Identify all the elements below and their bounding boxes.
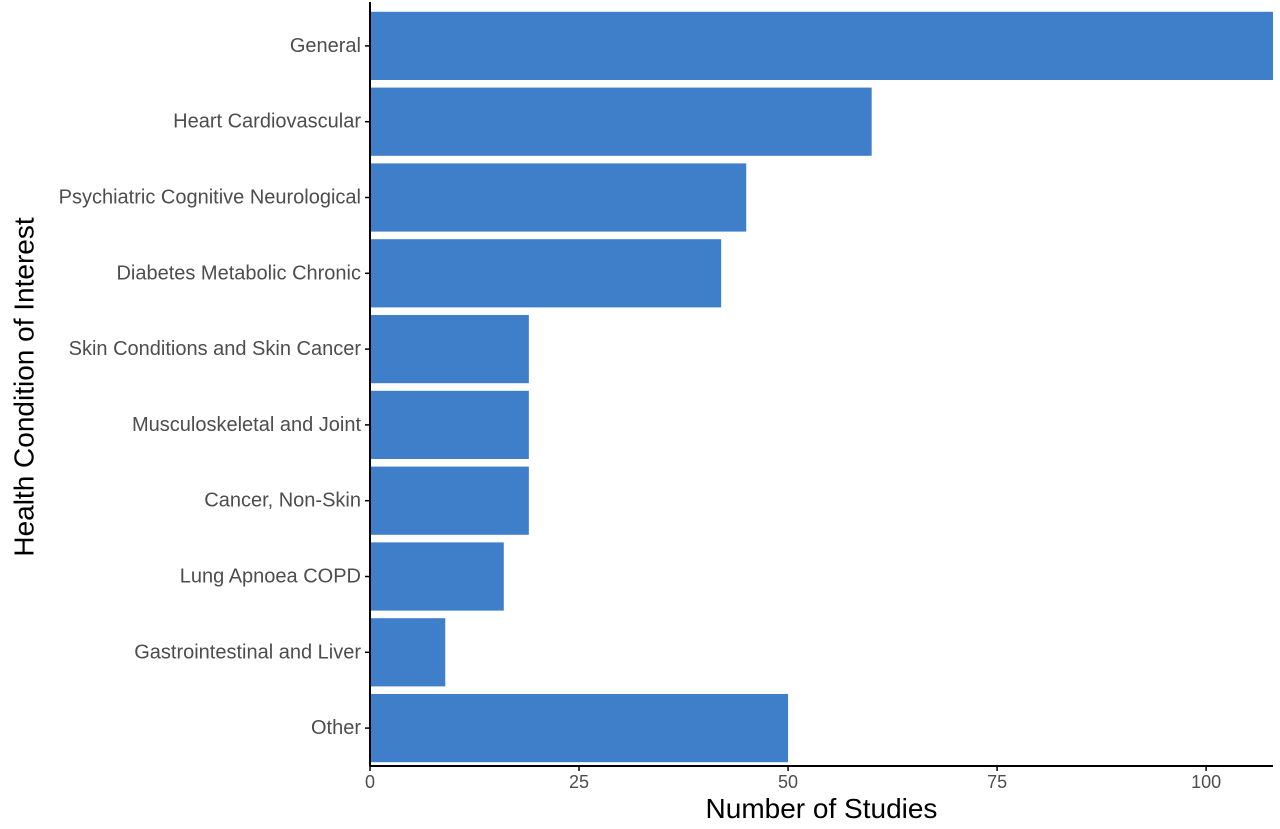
y-tick-label: General xyxy=(290,35,361,57)
y-tick-label: Diabetes Metabolic Chronic xyxy=(116,262,361,284)
y-tick-layer: General Heart Cardiovascular Psychiatric C… xyxy=(59,35,370,739)
x-tick-label: 50 xyxy=(778,772,798,792)
bar-general xyxy=(370,11,1273,81)
y-tick-label: Skin Conditions and Skin Cancer xyxy=(69,338,362,360)
x-tick-label: 0 xyxy=(365,772,375,792)
bar-musculoskeletal-and-joint xyxy=(370,390,529,460)
bar-psychiatric-cognitive-neurological xyxy=(370,163,747,232)
y-tick-label: Lung Apnoea COPD xyxy=(180,566,361,588)
y-tick-label: Psychiatric Cognitive Neurological xyxy=(59,187,361,209)
y-tick-label: Cancer, Non-Skin xyxy=(204,490,361,512)
y-tick-label: Musculoskeletal and Joint xyxy=(132,414,361,436)
bar-skin-conditions-and-skin-cancer xyxy=(370,314,529,384)
y-axis-title: Health Condition of Interest xyxy=(9,217,40,557)
y-tick-label: Heart Cardiovascular xyxy=(173,111,361,133)
x-tick-label: 100 xyxy=(1191,772,1221,792)
x-tick-label: 25 xyxy=(569,772,589,792)
axes-layer xyxy=(369,2,1273,767)
x-axis-title: Number of Studies xyxy=(706,793,938,824)
bar-gastrointestinal-and-liver xyxy=(370,618,446,687)
bars-layer xyxy=(370,11,1273,763)
y-tick-label: Gastrointestinal and Liver xyxy=(134,641,361,663)
y-tick-label: Other xyxy=(311,717,361,739)
bar-diabetes-metabolic-chronic xyxy=(370,239,722,308)
bar-cancer-non-skin xyxy=(370,466,529,535)
bar-other xyxy=(370,693,789,763)
x-tick-label: 75 xyxy=(987,772,1007,792)
bar-heart-cardiovascular xyxy=(370,87,872,156)
bar-lung-apnoea-copd xyxy=(370,542,504,611)
x-tick-layer: 0 25 50 75 100 xyxy=(365,766,1221,792)
